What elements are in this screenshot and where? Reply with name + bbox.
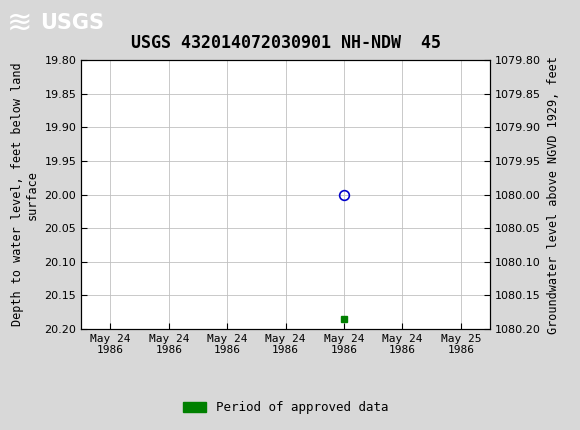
Y-axis label: Depth to water level, feet below land
surface: Depth to water level, feet below land su… [11, 63, 39, 326]
Y-axis label: Groundwater level above NGVD 1929, feet: Groundwater level above NGVD 1929, feet [546, 55, 560, 334]
Text: USGS: USGS [41, 13, 104, 34]
Text: ≋: ≋ [7, 9, 32, 38]
Legend: Period of approved data: Period of approved data [179, 396, 393, 419]
Text: USGS 432014072030901 NH-NDW  45: USGS 432014072030901 NH-NDW 45 [131, 34, 441, 52]
